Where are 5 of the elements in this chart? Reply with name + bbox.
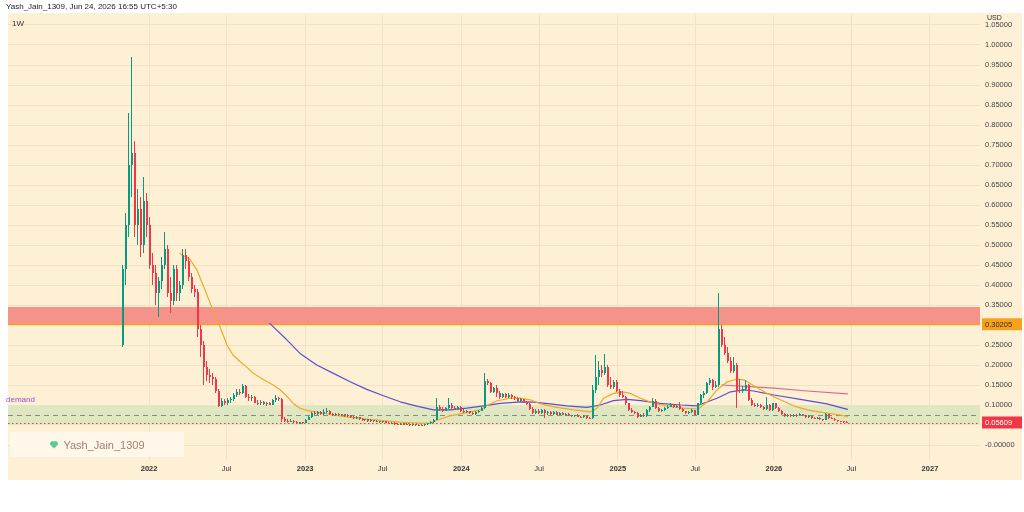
band-label: demand	[6, 394, 35, 404]
text: 1W	[12, 19, 25, 29]
signature-box: Yash_Jain_1309	[10, 432, 184, 457]
annotation: Yash_Jain_1309	[63, 438, 145, 451]
text: Yash_Jain_1309, Jun 24, 2026 16:55 UTC+5:30	[6, 2, 178, 12]
